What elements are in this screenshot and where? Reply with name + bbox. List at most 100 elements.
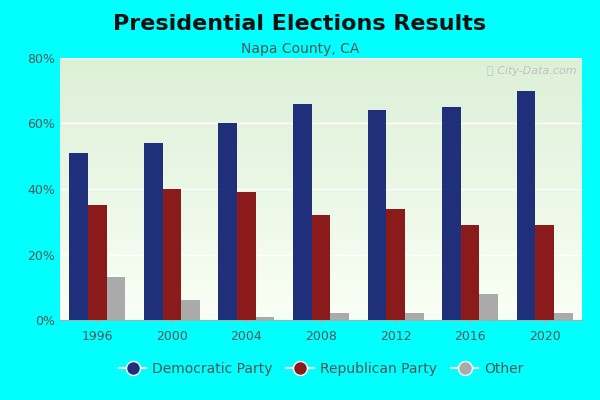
Bar (60, 182, 582, 184)
Bar (60, 72, 582, 74)
Bar (311, 215, 331, 320)
Bar (60, 129, 582, 130)
Bar (60, 226, 582, 227)
Bar (60, 211, 582, 212)
Bar (60, 135, 582, 136)
Bar (60, 156, 582, 158)
Bar (60, 238, 582, 239)
Bar (60, 252, 582, 253)
Bar (60, 295, 582, 296)
Bar (60, 223, 582, 224)
Bar (60, 138, 582, 139)
Bar (60, 219, 582, 220)
Bar (60, 282, 582, 283)
Bar (60, 100, 582, 101)
Bar (60, 148, 582, 150)
Bar (60, 266, 582, 268)
Bar (386, 209, 405, 320)
Bar (60, 277, 582, 278)
Bar (60, 74, 582, 75)
Bar (60, 283, 582, 285)
Bar (60, 262, 582, 264)
Bar (60, 87, 582, 88)
Bar (60, 281, 582, 282)
Bar (60, 106, 582, 108)
Bar (60, 273, 582, 274)
Bar (60, 83, 582, 84)
Bar (60, 235, 582, 236)
Bar (237, 192, 256, 320)
Bar (60, 288, 582, 290)
Bar (60, 181, 582, 182)
Bar (60, 279, 582, 281)
Bar (60, 124, 582, 125)
Bar (60, 212, 582, 214)
Bar (60, 133, 582, 134)
Bar (60, 110, 582, 112)
Bar (60, 146, 582, 147)
Bar (60, 244, 582, 245)
Bar (60, 276, 582, 277)
Bar (60, 158, 582, 159)
Bar (60, 95, 582, 96)
Bar (60, 205, 582, 206)
Bar (442, 107, 461, 320)
Bar (60, 93, 582, 95)
Text: Presidential Elections Results: Presidential Elections Results (113, 14, 487, 34)
Bar (60, 67, 582, 68)
Bar (60, 197, 582, 198)
Bar (60, 121, 582, 122)
Bar (60, 206, 582, 207)
Bar (144, 143, 163, 320)
Bar (60, 166, 582, 167)
Bar (70, 153, 88, 320)
Bar (368, 110, 386, 320)
Bar (60, 88, 582, 90)
Bar (163, 189, 181, 320)
Bar (60, 287, 582, 288)
Bar (60, 167, 582, 168)
Bar (60, 236, 582, 238)
Bar (293, 104, 311, 320)
Bar (60, 188, 582, 189)
Bar (60, 256, 582, 257)
Bar (60, 310, 582, 311)
Bar (60, 214, 582, 215)
Bar (60, 268, 582, 269)
Bar (60, 134, 582, 135)
Bar (60, 303, 582, 304)
Bar (60, 70, 582, 71)
Bar (60, 260, 582, 261)
Bar (181, 300, 200, 320)
Bar (517, 91, 535, 320)
Bar (60, 131, 582, 133)
Bar (60, 222, 582, 223)
Bar (60, 140, 582, 142)
Bar (535, 225, 554, 320)
Bar (331, 314, 349, 320)
Bar (60, 209, 582, 210)
Bar (60, 265, 582, 266)
Bar (60, 92, 582, 93)
Bar (60, 84, 582, 86)
Bar (60, 202, 582, 204)
Bar (60, 105, 582, 106)
Bar (60, 194, 582, 196)
Bar (60, 144, 582, 146)
Bar (60, 151, 582, 152)
Bar (60, 162, 582, 163)
Bar (60, 120, 582, 121)
Bar (60, 116, 582, 117)
Bar (60, 82, 582, 83)
Bar (60, 178, 582, 180)
Bar (60, 104, 582, 105)
Bar (60, 108, 582, 109)
Bar (60, 296, 582, 298)
Bar (60, 66, 582, 67)
Bar (60, 249, 582, 250)
Bar (60, 198, 582, 200)
Bar (60, 308, 582, 310)
Bar (60, 239, 582, 240)
Bar (405, 314, 424, 320)
Bar (60, 90, 582, 91)
